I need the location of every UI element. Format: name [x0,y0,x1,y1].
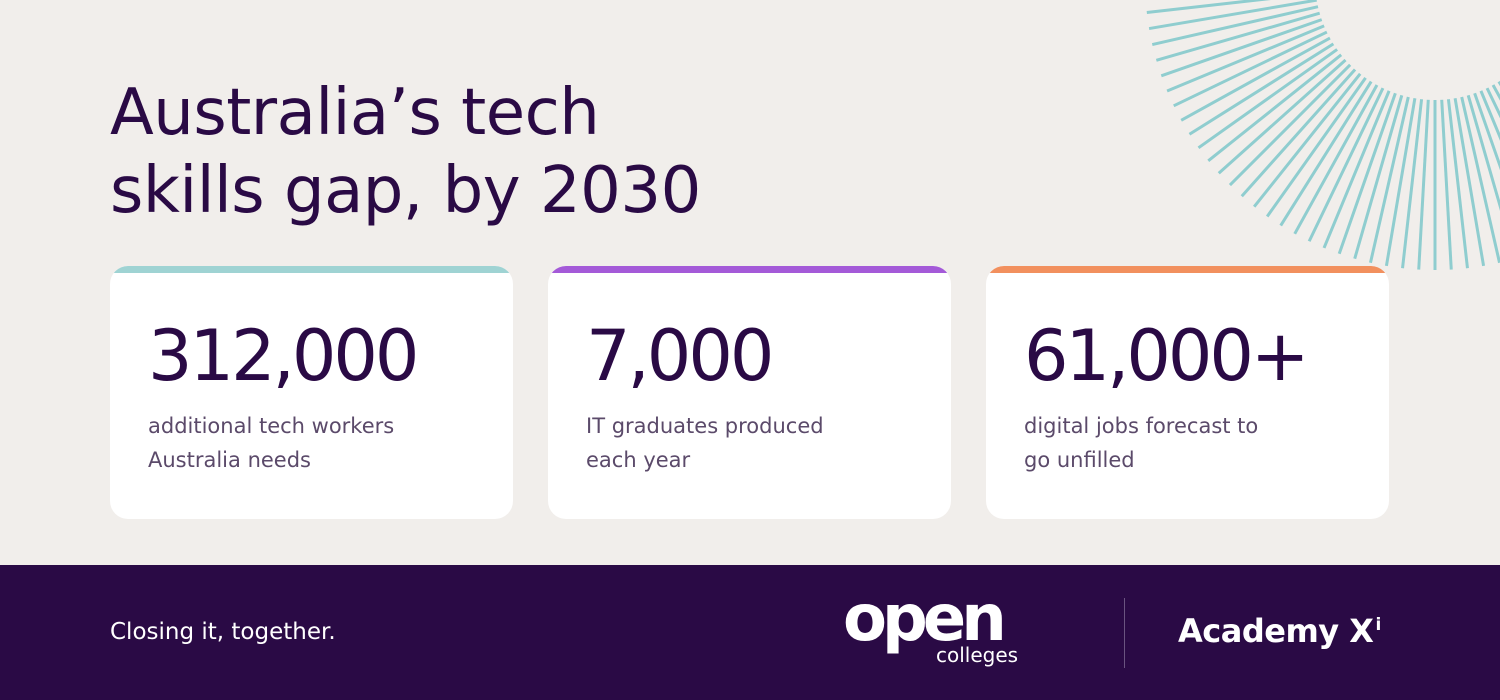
sunburst-ray [1322,90,1391,249]
headline-line-2: skills gap, by 2030 [110,154,701,228]
tagline: Closing it, together. [110,619,336,645]
sunburst-ray [1197,48,1339,150]
sunburst-ray [1240,68,1357,198]
stat-value: 61,000+ [1024,315,1310,397]
headline-line-1: Australia’s tech [110,76,600,150]
sunburst-ray [1466,94,1500,212]
footer-bar: Closing it, together. open colleges Acad… [0,565,1500,700]
stat-description-line-2: each year [586,448,691,472]
stat-description: IT graduates produced each year [586,409,916,477]
open-logo-word: open [843,582,1007,656]
sunburst-ray [1293,84,1379,235]
sunburst-ray [1307,87,1385,242]
sunburst-ray [1440,99,1453,270]
sunburst-ray [1460,96,1500,264]
sunburst-ray [1173,30,1328,108]
stat-card-tech-workers: 312,000 additional tech workers Australi… [110,266,513,519]
open-logo-sub: colleges [936,643,1019,667]
stat-description: additional tech workers Australia needs [148,409,478,477]
sunburst-ray [1166,24,1325,93]
stat-description-line-2: Australia needs [148,448,311,472]
sunburst-ray [1353,94,1404,260]
sunburst-ray [1485,87,1500,119]
sunburst-ray [1369,96,1410,264]
sunburst-ray [1265,76,1367,218]
stat-card-it-graduates: 7,000 IT graduates produced each year [548,266,951,519]
sunburst-ray [1253,72,1362,208]
headline: Australia’s tech skills gap, by 2030 [110,74,870,230]
stat-description-line-1: IT graduates produced [586,414,824,438]
card-accent-bar [110,266,513,273]
sunburst-ray [1148,0,1317,31]
sunburst-rays-icon [1146,0,1500,270]
academy-logo-text: Academy X [1178,612,1374,650]
sunburst-ray [1384,98,1417,267]
stat-value: 7,000 [586,315,774,397]
stat-description-line-1: digital jobs forecast to [1024,414,1259,438]
sunburst-ray [1207,53,1343,162]
sunburst-ray [1155,11,1321,62]
logo-divider [1124,598,1125,668]
sunburst-ray [1401,99,1424,269]
sunburst-ray [1453,98,1486,267]
stat-card-digital-jobs: 61,000+ digital jobs forecast to go unfi… [986,266,1389,519]
card-accent-bar [548,266,951,273]
sunburst-ray [1188,42,1335,136]
sunburst-ray [1417,99,1430,270]
sunburst-ray [1180,36,1331,122]
sunburst-ray [1228,63,1352,187]
sunburst-ray [1473,92,1500,171]
sunburst-ray [1446,99,1469,269]
open-colleges-logo: open colleges [843,587,1033,677]
stat-description-line-2: go unfilled [1024,448,1135,472]
academy-logo-superscript: i [1375,615,1381,635]
sunburst-ray [1279,80,1373,227]
stat-value: 312,000 [148,315,419,397]
stat-description: digital jobs forecast to go unfilled [1024,409,1354,477]
sunburst-ray [1146,0,1271,14]
sunburst-ray [1479,90,1500,141]
card-accent-bar [986,266,1389,273]
sunburst-ray [1217,58,1347,175]
sunburst-ray [1151,5,1319,46]
sunburst-ray [1337,92,1397,255]
stat-description-line-1: additional tech workers [148,414,395,438]
sunburst-ray [1160,18,1323,78]
